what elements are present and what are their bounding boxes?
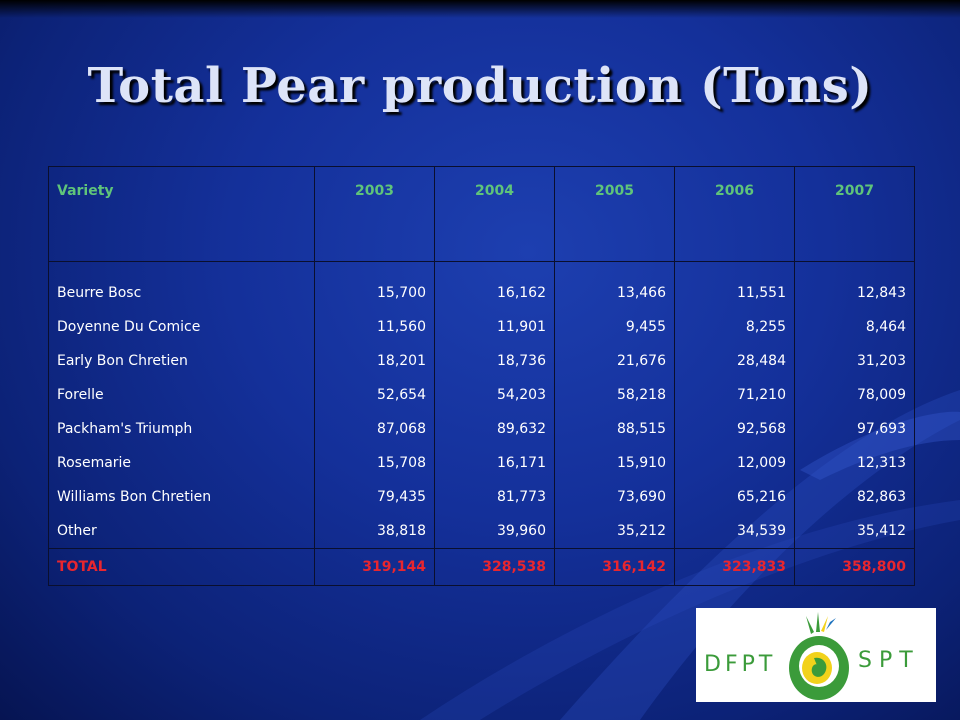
value-cell: 11,551 (674, 261, 795, 310)
value-cell: 11,560 (314, 310, 435, 344)
table-row: Early Bon Chretien 18,201 18,736 21,676 … (48, 344, 915, 378)
table-row: Williams Bon Chretien 79,435 81,773 73,6… (48, 480, 915, 514)
value-cell: 8,464 (794, 310, 915, 344)
value-cell: 15,700 (314, 261, 435, 310)
value-cell: 13,466 (554, 261, 675, 310)
value-cell: 78,009 (794, 378, 915, 412)
value-cell: 35,212 (554, 514, 675, 549)
total-value-cell: 323,833 (674, 548, 795, 586)
column-header-2006: 2006 (674, 166, 795, 262)
value-cell: 88,515 (554, 412, 675, 446)
seed-logo-icon (789, 612, 849, 700)
variety-cell: Early Bon Chretien (48, 344, 315, 378)
value-cell: 65,216 (674, 480, 795, 514)
table-row: Rosemarie 15,708 16,171 15,910 12,009 12… (48, 446, 915, 480)
variety-cell: Packham's Triumph (48, 412, 315, 446)
value-cell: 38,818 (314, 514, 435, 549)
page-title: Total Pear production (Tons) (87, 58, 873, 114)
total-value-cell: 328,538 (434, 548, 555, 586)
value-cell: 73,690 (554, 480, 675, 514)
value-cell: 12,313 (794, 446, 915, 480)
value-cell: 31,203 (794, 344, 915, 378)
total-value-cell: 358,800 (794, 548, 915, 586)
total-row: TOTAL 319,144 328,538 316,142 323,833 35… (48, 548, 915, 586)
value-cell: 82,863 (794, 480, 915, 514)
value-cell: 28,484 (674, 344, 795, 378)
value-cell: 89,632 (434, 412, 555, 446)
pear-production-table: Variety 2003 2004 2005 2006 2007 Beurre … (48, 166, 915, 586)
value-cell: 18,201 (314, 344, 435, 378)
value-cell: 16,162 (434, 261, 555, 310)
variety-cell: Williams Bon Chretien (48, 480, 315, 514)
value-cell: 12,843 (794, 261, 915, 310)
table-header-row: Variety 2003 2004 2005 2006 2007 (48, 166, 915, 262)
value-cell: 16,171 (434, 446, 555, 480)
value-cell: 12,009 (674, 446, 795, 480)
value-cell: 21,676 (554, 344, 675, 378)
value-cell: 15,708 (314, 446, 435, 480)
value-cell: 39,960 (434, 514, 555, 549)
variety-cell: Other (48, 514, 315, 549)
value-cell: 9,455 (554, 310, 675, 344)
value-cell: 34,539 (674, 514, 795, 549)
value-cell: 52,654 (314, 378, 435, 412)
value-cell: 35,412 (794, 514, 915, 549)
column-header-2007: 2007 (794, 166, 915, 262)
variety-cell: Doyenne Du Comice (48, 310, 315, 344)
value-cell: 71,210 (674, 378, 795, 412)
variety-cell: Rosemarie (48, 446, 315, 480)
top-shadow-band (0, 0, 960, 18)
table-row: Other 38,818 39,960 35,212 34,539 35,412 (48, 514, 915, 549)
value-cell: 92,568 (674, 412, 795, 446)
value-cell: 81,773 (434, 480, 555, 514)
column-header-variety: Variety (48, 166, 315, 262)
column-header-2004: 2004 (434, 166, 555, 262)
total-label: TOTAL (48, 548, 315, 586)
logo-text-dfpt: DFPT (704, 652, 777, 677)
value-cell: 87,068 (314, 412, 435, 446)
variety-cell: Beurre Bosc (48, 261, 315, 310)
value-cell: 15,910 (554, 446, 675, 480)
value-cell: 54,203 (434, 378, 555, 412)
dfpt-spt-logo: DFPT SPT (696, 608, 936, 702)
value-cell: 58,218 (554, 378, 675, 412)
logo-text-spt: SPT (858, 648, 920, 673)
total-value-cell: 316,142 (554, 548, 675, 586)
table-row: Doyenne Du Comice 11,560 11,901 9,455 8,… (48, 310, 915, 344)
value-cell: 11,901 (434, 310, 555, 344)
value-cell: 79,435 (314, 480, 435, 514)
value-cell: 8,255 (674, 310, 795, 344)
value-cell: 97,693 (794, 412, 915, 446)
total-value-cell: 319,144 (314, 548, 435, 586)
column-header-2003: 2003 (314, 166, 435, 262)
value-cell: 18,736 (434, 344, 555, 378)
variety-cell: Forelle (48, 378, 315, 412)
table-row: Packham's Triumph 87,068 89,632 88,515 9… (48, 412, 915, 446)
column-header-2005: 2005 (554, 166, 675, 262)
table-row: Beurre Bosc 15,700 16,162 13,466 11,551 … (48, 261, 915, 310)
table-row: Forelle 52,654 54,203 58,218 71,210 78,0… (48, 378, 915, 412)
